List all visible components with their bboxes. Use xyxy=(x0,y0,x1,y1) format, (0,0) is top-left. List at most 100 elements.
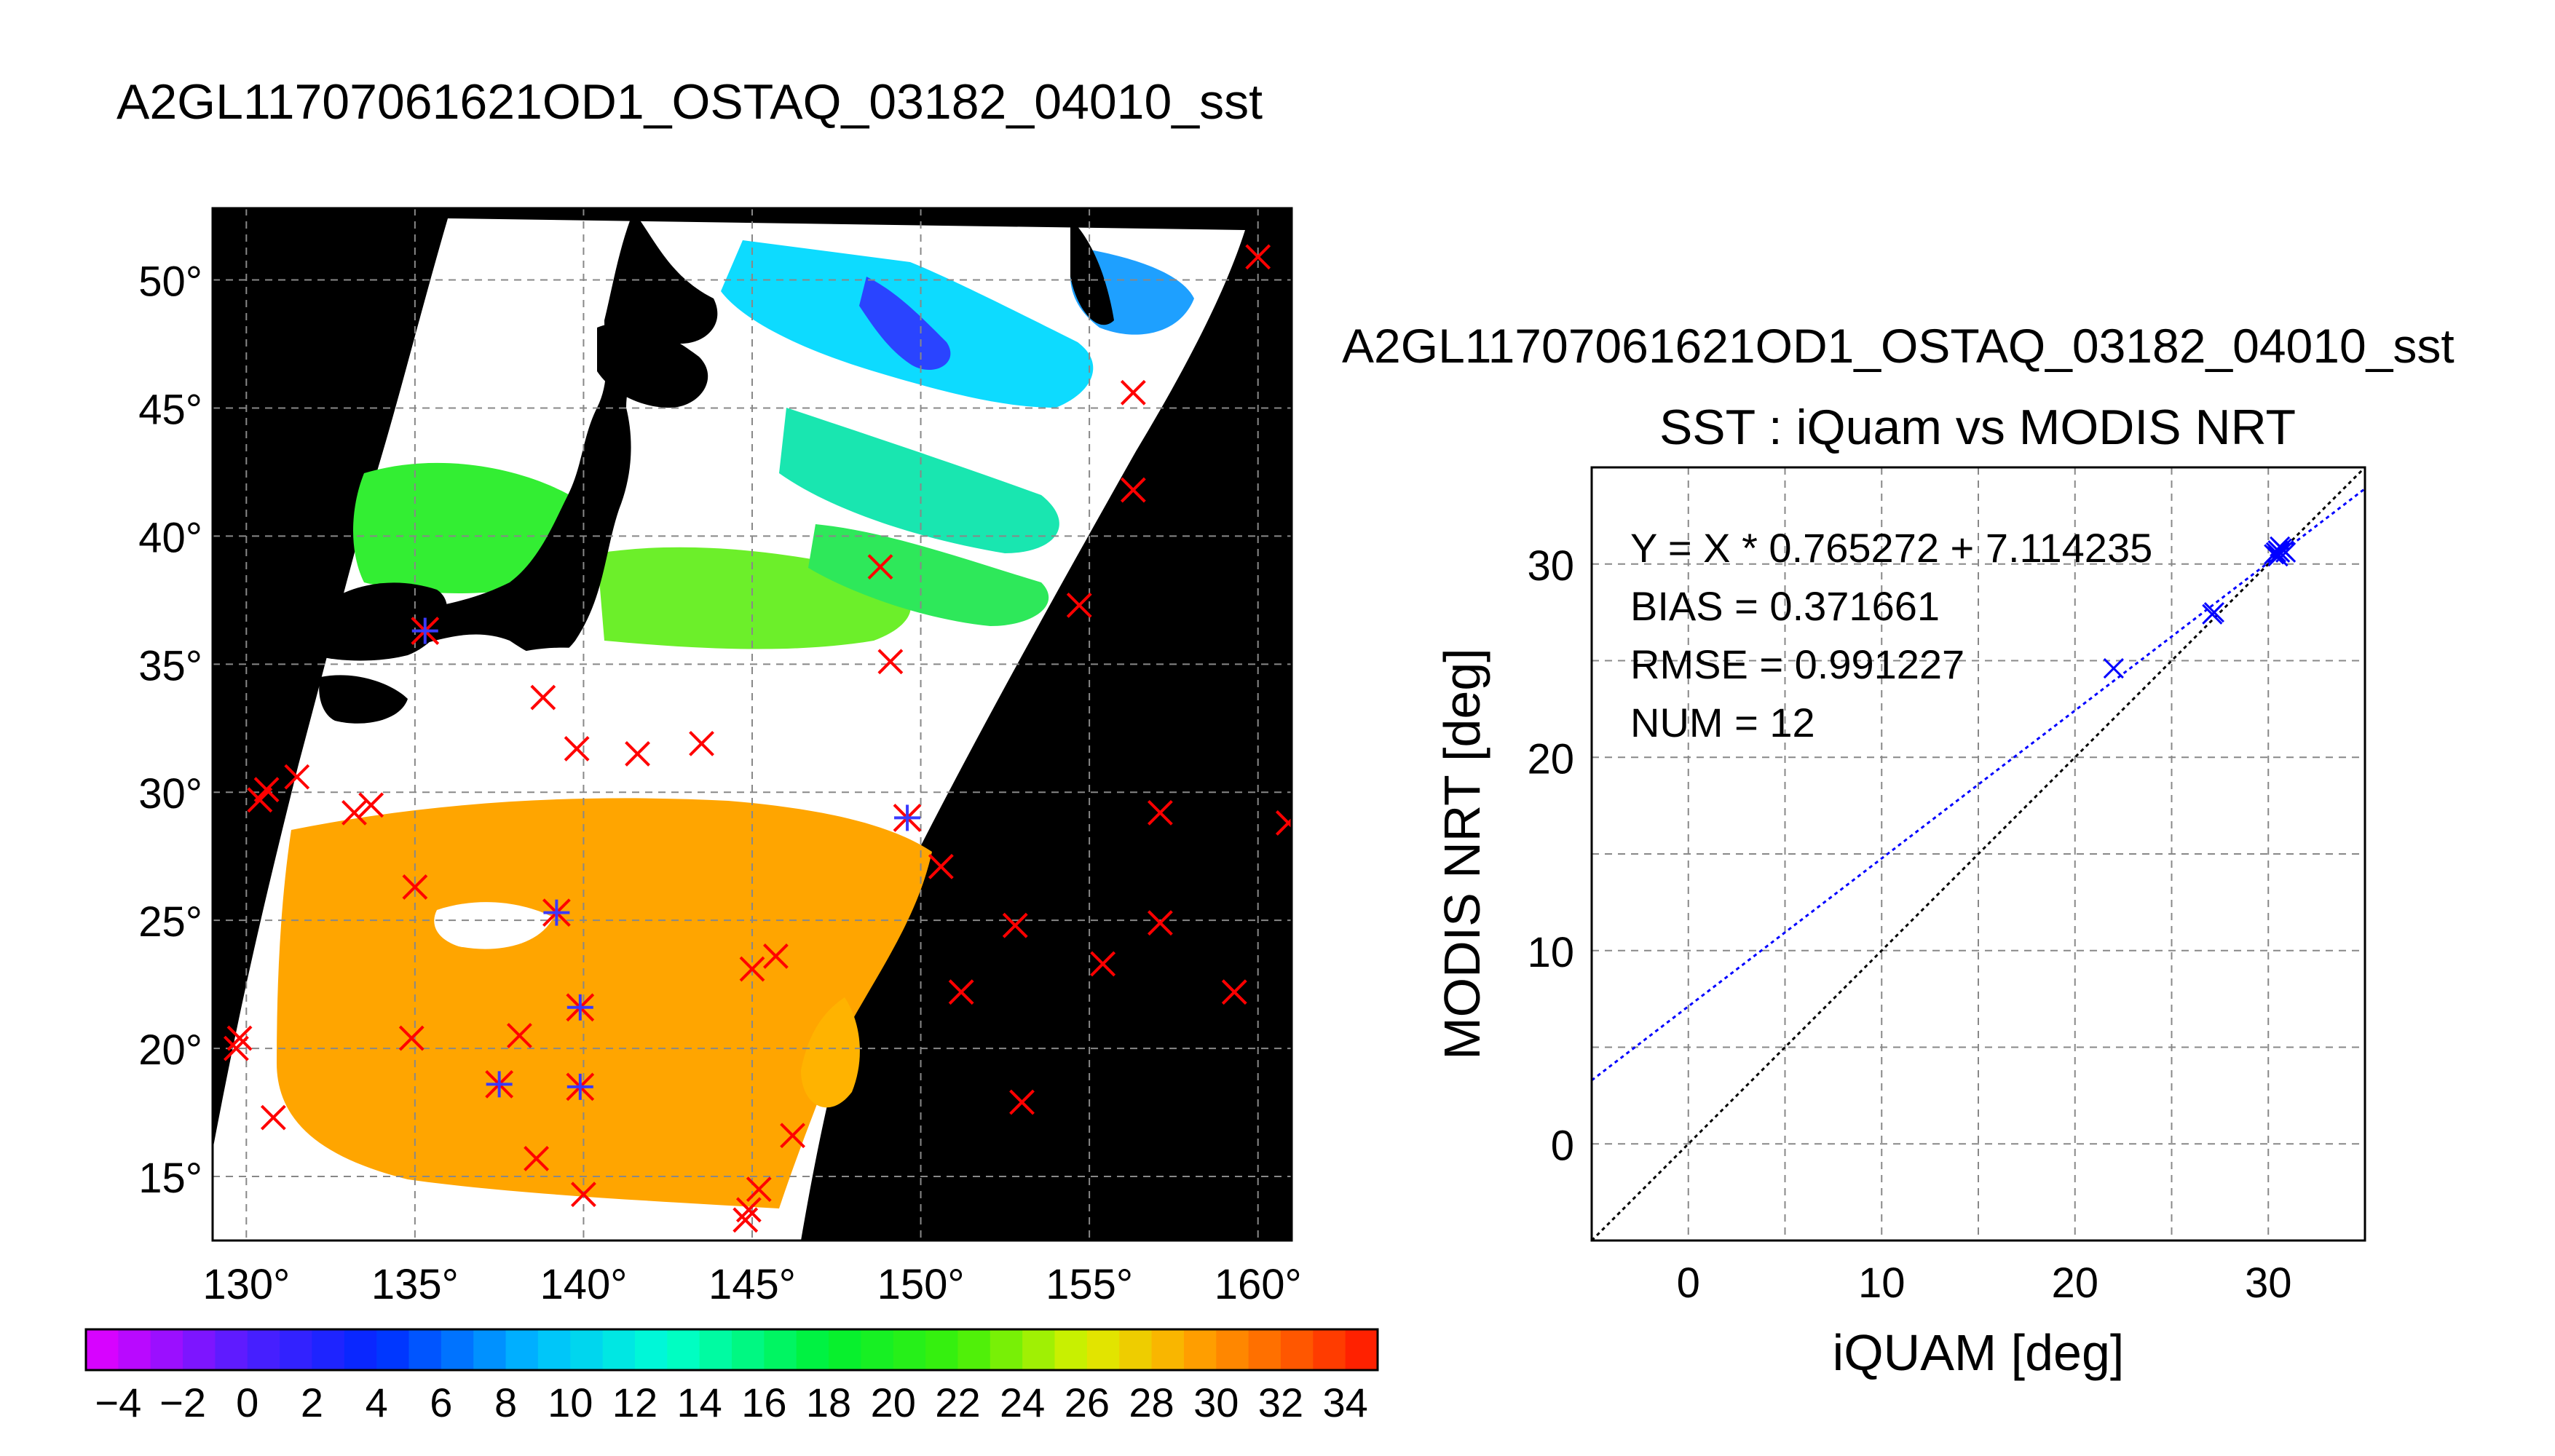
insitu-marker xyxy=(398,1025,424,1051)
main-title: A2GL11707061621OD1_OSTAQ_03182_04010_sst xyxy=(117,74,1263,130)
colorbar-tick-label: 26 xyxy=(1065,1380,1110,1425)
scatter-x-tick-label: 20 xyxy=(2051,1259,2098,1307)
insitu-marker xyxy=(564,736,590,761)
colorbar-bin xyxy=(1119,1329,1153,1370)
map-frame xyxy=(211,207,1293,1242)
scatter-x-tick-label: 10 xyxy=(1858,1259,1906,1307)
insitu-marker xyxy=(341,799,367,826)
map-lat-tick-label: 25° xyxy=(138,898,202,946)
insitu-marker xyxy=(507,1023,532,1048)
insitu-marker xyxy=(689,730,714,756)
colorbar-bin xyxy=(1183,1329,1217,1370)
colorbar: −4 −2 0 2 4 6 8 10 12 14 16 18 20 22 24 26 28 30 32 34 xyxy=(84,1328,1379,1425)
scatter-y-axis-label: MODIS NRT [deg] xyxy=(1434,648,1490,1059)
colorbar-bin xyxy=(1216,1329,1249,1370)
map-lat-tick-label: 15° xyxy=(138,1155,202,1202)
scatter-panel: A2GL11707061621OD1_OSTAQ_03182_04010_sst… xyxy=(1342,319,2455,1381)
colorbar-tick-label: 22 xyxy=(935,1380,980,1425)
scatter-file-title: A2GL11707061621OD1_OSTAQ_03182_04010_sst xyxy=(1342,319,2455,373)
colorbar-bin xyxy=(473,1329,507,1370)
map-longitude-labels: 130° 135° 140° 145° 150° 155° 160° xyxy=(202,1261,1301,1308)
regression-fit-line xyxy=(1592,488,2365,1082)
land-hokkaido xyxy=(597,323,708,408)
colorbar-bin xyxy=(957,1329,991,1370)
colorbar-bin xyxy=(537,1329,571,1370)
insitu-marker xyxy=(780,1123,805,1149)
scatter-point xyxy=(2265,542,2286,563)
insitu-marker xyxy=(1009,1089,1035,1115)
insitu-marker xyxy=(260,1104,286,1131)
colorbar-bin xyxy=(829,1329,861,1370)
scatter-x-tick-label: 0 xyxy=(1677,1259,1700,1307)
map-lon-tick-label: 130° xyxy=(202,1261,290,1308)
colorbar-tick-label: −4 xyxy=(95,1380,141,1425)
colorbar-bin xyxy=(1345,1329,1378,1370)
colorbar-tick-label: 10 xyxy=(548,1380,593,1425)
identity-line xyxy=(1592,467,2365,1241)
insitu-marker xyxy=(1221,979,1247,1005)
scatter-y-tick-label: 10 xyxy=(1527,929,1574,976)
insitu-marker xyxy=(224,1035,249,1061)
land-japan xyxy=(320,211,718,658)
map-lon-tick-label: 145° xyxy=(708,1261,796,1308)
colorbar-bin xyxy=(925,1329,958,1370)
land-kamchatka xyxy=(1070,218,1114,325)
scatter-points xyxy=(2103,536,2297,679)
colorbar-bin xyxy=(118,1329,151,1370)
matchup-marker-plus xyxy=(411,617,438,644)
colorbar-tick-label: 20 xyxy=(871,1380,916,1425)
matchup-marker-plus xyxy=(566,1073,593,1100)
colorbar-bin xyxy=(1248,1329,1282,1370)
insitu-marker xyxy=(1002,912,1028,938)
insitu-marker xyxy=(1120,477,1146,503)
colorbar-bin xyxy=(280,1329,312,1370)
colorbar-bin xyxy=(1086,1329,1120,1370)
colorbar-bin xyxy=(1054,1329,1088,1370)
insitu-marker xyxy=(948,979,974,1005)
colorbar-bins xyxy=(86,1329,1378,1370)
colorbar-bin xyxy=(990,1329,1023,1370)
insitu-marker xyxy=(530,684,556,711)
matchup-marker-plus xyxy=(486,1071,513,1098)
colorbar-tick-label: 30 xyxy=(1193,1380,1239,1425)
matchup-marker-plus xyxy=(894,804,921,831)
scatter-x-tick-labels: 0 10 20 30 xyxy=(1677,1259,2292,1307)
colorbar-bin xyxy=(732,1329,765,1370)
map-lat-tick-label: 40° xyxy=(138,514,202,561)
scatter-y-tick-label: 20 xyxy=(1527,735,1574,783)
colorbar-tick-label: 34 xyxy=(1323,1380,1368,1425)
colorbar-bin xyxy=(1280,1329,1314,1370)
colorbar-bin xyxy=(570,1329,604,1370)
insitu-marker xyxy=(1120,379,1146,405)
colorbar-tick-label: 8 xyxy=(494,1380,517,1425)
insitu-marker xyxy=(524,1145,550,1171)
colorbar-bin xyxy=(1022,1329,1055,1370)
map-lon-tick-label: 140° xyxy=(540,1261,627,1308)
insitu-marker xyxy=(739,956,765,982)
insitu-marker xyxy=(1245,244,1271,270)
map-latitude-labels: 15° 20° 25° 30° 35° 40° 45° 50° xyxy=(138,258,202,1203)
scatter-annotations: Y = X * 0.765272 + 7.114235 BIAS = 0.3716… xyxy=(1630,525,2152,745)
swath-cloud-patch-south xyxy=(434,902,553,949)
insitu-marker xyxy=(746,1176,772,1203)
colorbar-bin xyxy=(796,1329,829,1370)
colorbar-bin xyxy=(861,1329,894,1370)
sst-region-east-teal xyxy=(779,408,1059,553)
colorbar-bin xyxy=(150,1329,183,1370)
colorbar-tick-label: 28 xyxy=(1129,1380,1174,1425)
colorbar-bin xyxy=(764,1329,797,1370)
map-lon-tick-label: 155° xyxy=(1046,1261,1133,1308)
scatter-x-tick-label: 30 xyxy=(2245,1259,2292,1307)
scatter-y-tick-label: 30 xyxy=(1527,542,1574,590)
insitu-marker xyxy=(867,554,893,580)
map-lat-tick-label: 35° xyxy=(138,642,202,689)
scatter-annotation: BIAS = 0.371661 xyxy=(1630,583,1940,629)
insitu-marker xyxy=(1066,592,1092,618)
insitu-marker xyxy=(732,1207,759,1233)
colorbar-bin xyxy=(1313,1329,1346,1370)
map-grid xyxy=(213,208,1292,1241)
colorbar-tick-label: −2 xyxy=(159,1380,206,1425)
scatter-title: SST : iQuam vs MODIS NRT xyxy=(1659,400,2296,455)
land-korea xyxy=(306,582,448,661)
